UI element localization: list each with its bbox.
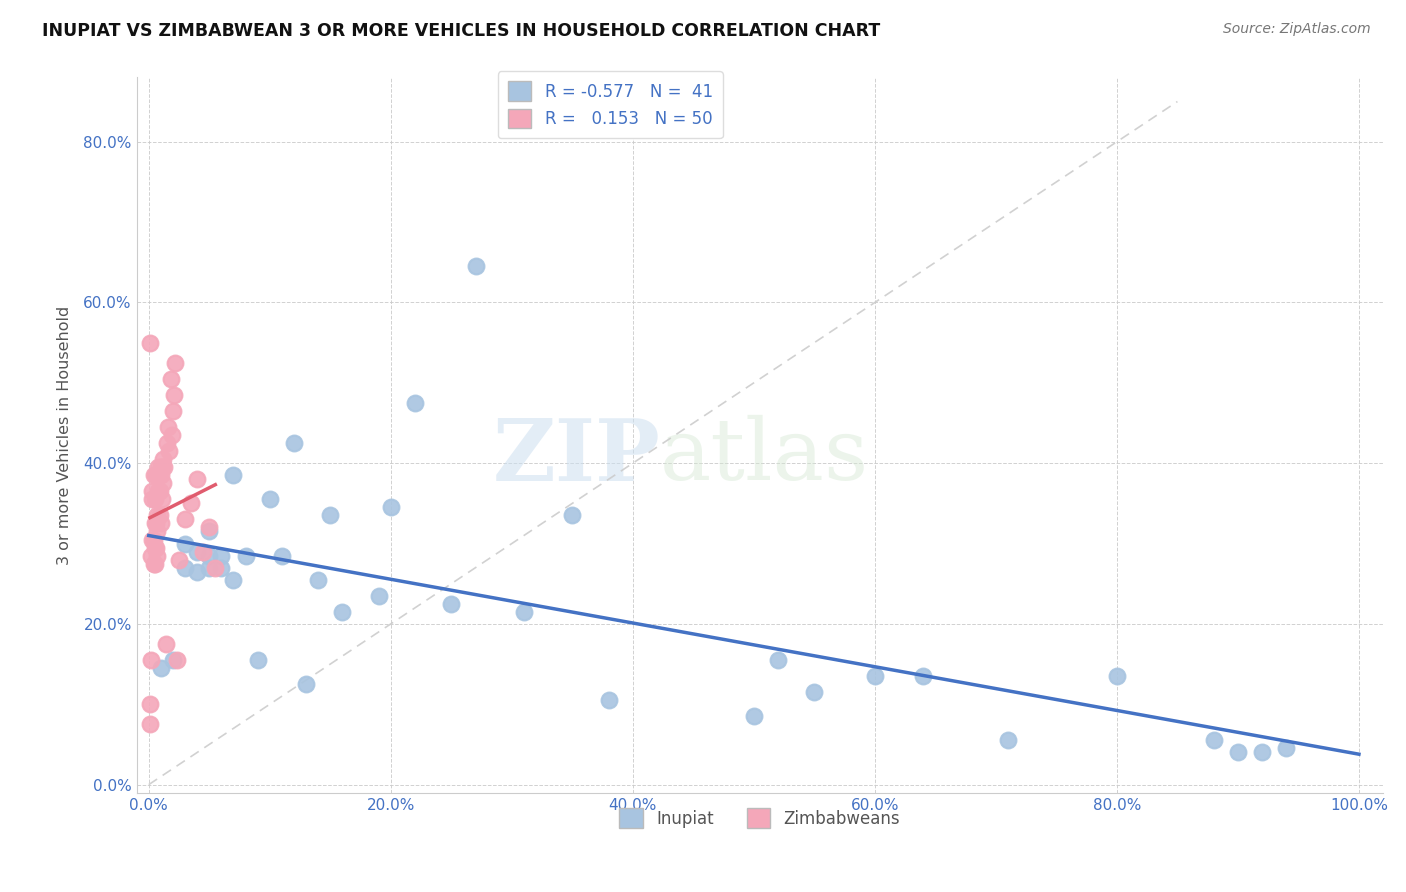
Text: atlas: atlas — [661, 415, 869, 498]
Point — [209, 560, 232, 574]
Text: ZIP: ZIP — [492, 415, 661, 499]
Point — [270, 549, 292, 563]
Point — [160, 428, 183, 442]
Point — [259, 492, 281, 507]
Point — [209, 549, 232, 563]
Point — [295, 677, 318, 691]
Point — [149, 468, 172, 483]
Point — [145, 516, 167, 531]
Point — [193, 544, 215, 558]
Point — [332, 605, 354, 619]
Point — [149, 460, 172, 475]
Point — [174, 512, 197, 526]
Point — [145, 541, 167, 555]
Legend: Inupiat, Zimbabweans: Inupiat, Zimbabweans — [613, 802, 907, 834]
Point — [464, 260, 486, 274]
Point — [153, 460, 176, 475]
Point — [166, 653, 188, 667]
Text: INUPIAT VS ZIMBABWEAN 3 OR MORE VEHICLES IN HOUSEHOLD CORRELATION CHART: INUPIAT VS ZIMBABWEAN 3 OR MORE VEHICLES… — [42, 22, 880, 40]
Point — [141, 492, 163, 507]
Point — [513, 605, 536, 619]
Point — [307, 573, 329, 587]
Point — [142, 557, 165, 571]
Point — [319, 508, 342, 523]
Point — [150, 492, 173, 507]
Point — [149, 661, 172, 675]
Point — [186, 472, 208, 486]
Point — [152, 476, 174, 491]
Point — [139, 698, 162, 712]
Point — [1105, 669, 1128, 683]
Point — [152, 452, 174, 467]
Point — [766, 653, 789, 667]
Point — [159, 372, 181, 386]
Point — [198, 520, 221, 534]
Point — [204, 560, 226, 574]
Point — [157, 420, 180, 434]
Point — [863, 669, 886, 683]
Point — [141, 533, 163, 547]
Point — [1251, 746, 1274, 760]
Point — [146, 508, 169, 523]
Point — [198, 549, 221, 563]
Point — [145, 468, 167, 483]
Point — [141, 653, 163, 667]
Point — [150, 460, 173, 475]
Y-axis label: 3 or more Vehicles in Household: 3 or more Vehicles in Household — [58, 305, 72, 565]
Point — [246, 653, 269, 667]
Point — [141, 549, 163, 563]
Point — [149, 484, 172, 499]
Point — [742, 709, 765, 723]
Point — [143, 492, 166, 507]
Point — [1226, 746, 1249, 760]
Point — [180, 496, 202, 510]
Point — [155, 637, 177, 651]
Point — [148, 460, 170, 475]
Point — [148, 484, 170, 499]
Point — [222, 573, 245, 587]
Point — [146, 549, 169, 563]
Point — [198, 560, 221, 574]
Point — [174, 536, 197, 550]
Point — [1202, 733, 1225, 747]
Point — [222, 468, 245, 483]
Point — [149, 508, 172, 523]
Point — [149, 516, 172, 531]
Point — [165, 356, 187, 370]
Point — [143, 541, 166, 555]
Point — [142, 533, 165, 547]
Point — [156, 436, 179, 450]
Point — [912, 669, 935, 683]
Point — [174, 560, 197, 574]
Point — [404, 396, 426, 410]
Point — [139, 717, 162, 731]
Point — [1275, 741, 1298, 756]
Point — [162, 653, 184, 667]
Point — [139, 335, 162, 350]
Point — [146, 524, 169, 539]
Point — [143, 516, 166, 531]
Point — [803, 685, 825, 699]
Point — [157, 444, 180, 458]
Point — [162, 404, 184, 418]
Point — [440, 597, 463, 611]
Point — [141, 484, 163, 499]
Point — [380, 500, 402, 515]
Point — [367, 589, 389, 603]
Point — [163, 388, 186, 402]
Text: Source: ZipAtlas.com: Source: ZipAtlas.com — [1223, 22, 1371, 37]
Point — [143, 557, 166, 571]
Point — [598, 693, 620, 707]
Point — [142, 468, 165, 483]
Point — [186, 565, 208, 579]
Point — [283, 436, 305, 450]
Point — [198, 524, 221, 539]
Point — [235, 549, 257, 563]
Point — [561, 508, 583, 523]
Point — [167, 552, 190, 566]
Point — [997, 733, 1019, 747]
Point — [186, 544, 208, 558]
